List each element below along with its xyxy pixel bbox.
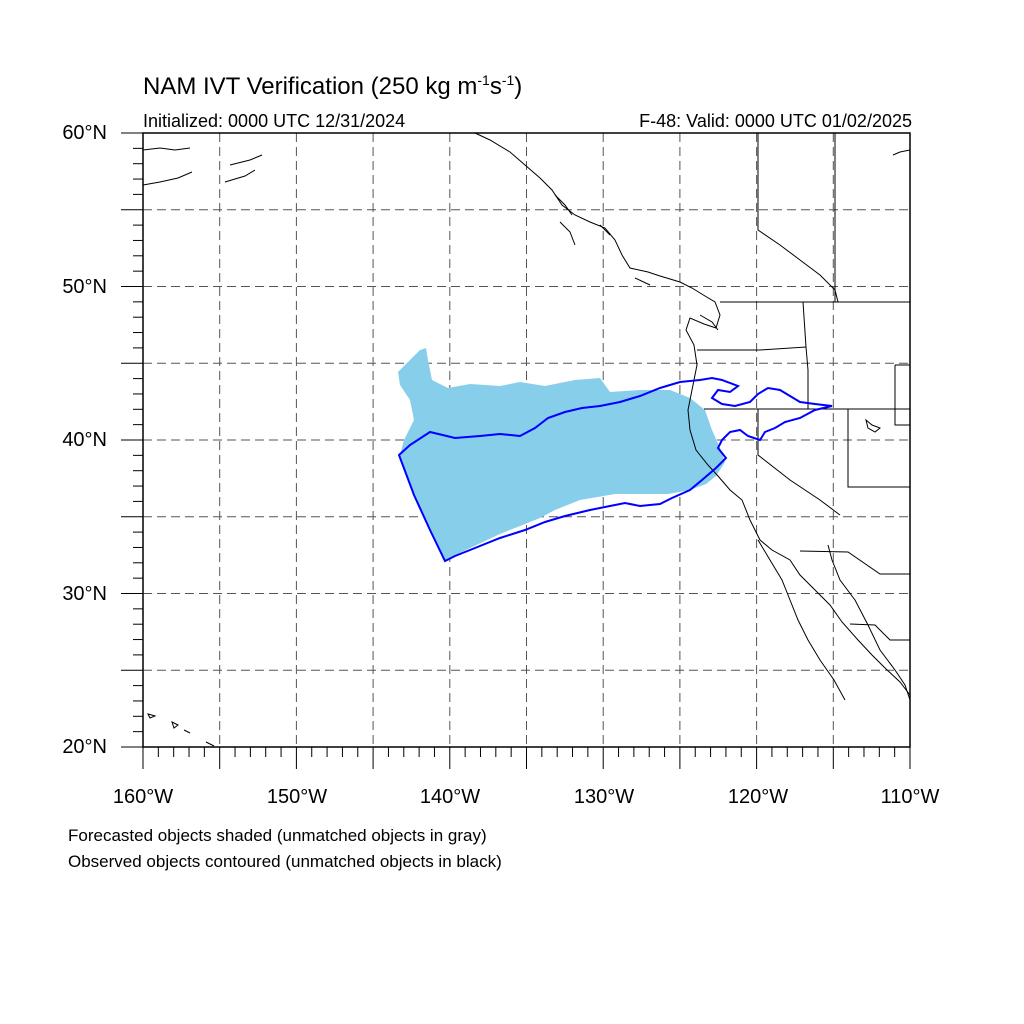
lat-label-50: 50°N — [62, 276, 107, 298]
forecast-note: Forecasted objects shaded (unmatched obj… — [68, 826, 487, 845]
lon-label-130w: 130°W — [573, 786, 635, 808]
observed-note: Observed objects contoured (unmatched ob… — [68, 852, 502, 871]
lat-label-40: 40°N — [62, 429, 107, 451]
lon-label-110w: 110°W — [880, 786, 940, 808]
lat-label-60: 60°N — [62, 122, 107, 144]
initialized-time: Initialized: 0000 UTC 12/31/2024 — [143, 111, 406, 131]
lon-label-150w: 150°W — [266, 786, 328, 808]
lon-label-140w: 140°W — [419, 786, 481, 808]
valid-time: F-48: Valid: 0000 UTC 01/02/2025 — [639, 111, 912, 131]
lon-label-160w: 160°W — [112, 786, 174, 808]
lon-label-120w: 120°W — [727, 786, 789, 808]
observed-object-contour — [397, 376, 833, 563]
map-title: NAM IVT Verification (250 kg m-1s-1) — [143, 72, 523, 100]
axis-ticks — [121, 132, 911, 769]
coastlines — [142, 132, 911, 747]
map-frame — [142, 132, 911, 748]
lat-label-30: 30°N — [62, 583, 107, 605]
forecast-object — [398, 348, 725, 560]
lat-label-20: 20°N — [62, 736, 107, 758]
